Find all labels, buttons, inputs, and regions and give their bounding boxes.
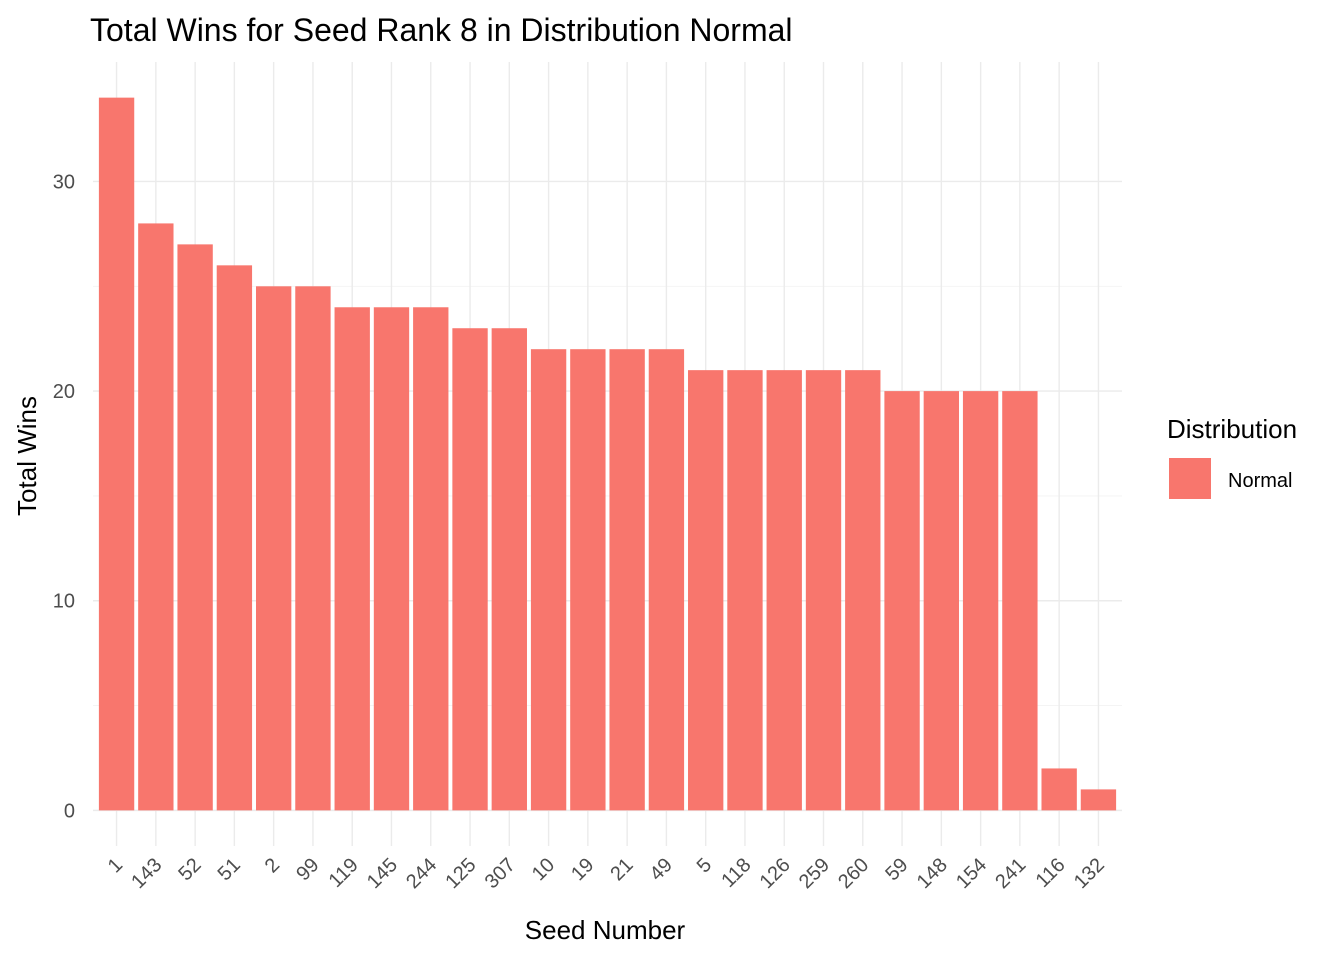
y-tick-label: 10 [53,591,75,613]
x-tick-label: 52 [174,854,205,885]
x-tick-label: 21 [606,854,637,885]
x-tick-label: 244 [402,854,441,893]
bar-10 [530,349,567,811]
legend: Distribution Normal [1167,414,1297,499]
x-tick-label: 260 [834,854,873,893]
bar-1 [98,97,135,811]
x-tick-label: 307 [481,854,520,893]
y-tick-label: 20 [53,381,75,403]
bar-132 [1080,789,1117,811]
y-axis-ticks: 0 10 20 30 [53,171,75,822]
bars [98,97,1117,811]
bar-52 [177,244,213,811]
bar-99 [295,286,331,811]
x-tick-label: 49 [646,854,677,885]
x-tick-label: 143 [127,854,166,893]
bar-116 [1041,768,1077,811]
x-tick-label: 2 [261,854,284,877]
bar-143 [138,223,174,811]
x-axis-ticks: 1 143 52 51 2 99 119 145 244 125 307 10 19 21 49 5 118 12… [104,854,1109,893]
legend-swatch-normal [1169,458,1211,499]
x-axis-title: Seed Number [525,915,686,945]
x-tick-label: 132 [1070,854,1109,893]
x-tick-label: 51 [214,854,245,885]
bar-118 [727,370,763,811]
bar-19 [570,349,606,811]
bar-59 [884,391,920,811]
bar-259 [805,370,842,811]
x-tick-label: 116 [1032,854,1070,892]
x-tick-label: 1 [104,854,127,877]
x-tick-label: 148 [913,854,952,893]
bar-307 [491,328,527,811]
chart-title: Total Wins for Seed Rank 8 in Distributi… [90,12,793,48]
bar-119 [334,307,370,811]
x-tick-label: 126 [756,854,795,893]
x-tick-label: 259 [795,854,834,893]
x-tick-label: 145 [363,854,402,893]
y-tick-label: 0 [64,800,75,822]
bar-260 [845,370,881,811]
bar-125 [452,328,488,811]
bar-126 [766,370,802,811]
x-tick-label: 59 [881,854,912,885]
legend-label-normal: Normal [1228,470,1292,492]
bar-154 [962,391,999,811]
bar-244 [413,307,449,811]
bar-51 [216,265,253,811]
bar-21 [609,349,645,811]
bar-145 [373,307,410,811]
x-tick-label: 19 [567,854,598,885]
x-tick-label: 125 [441,854,480,893]
bar-49 [648,349,685,811]
bar-5 [688,370,724,811]
x-tick-label: 241 [991,854,1030,893]
x-tick-label: 10 [528,854,559,885]
x-tick-label: 99 [292,854,323,885]
bar-2 [255,286,292,811]
x-tick-label: 119 [325,854,363,892]
legend-title: Distribution [1167,414,1297,444]
x-tick-label: 5 [693,854,716,877]
bar-148 [923,391,960,811]
y-tick-label: 30 [53,171,75,193]
y-axis-title: Total Wins [12,396,42,516]
x-tick-label: 118 [717,854,755,892]
bar-241 [1002,391,1038,811]
x-tick-label: 154 [952,854,991,893]
